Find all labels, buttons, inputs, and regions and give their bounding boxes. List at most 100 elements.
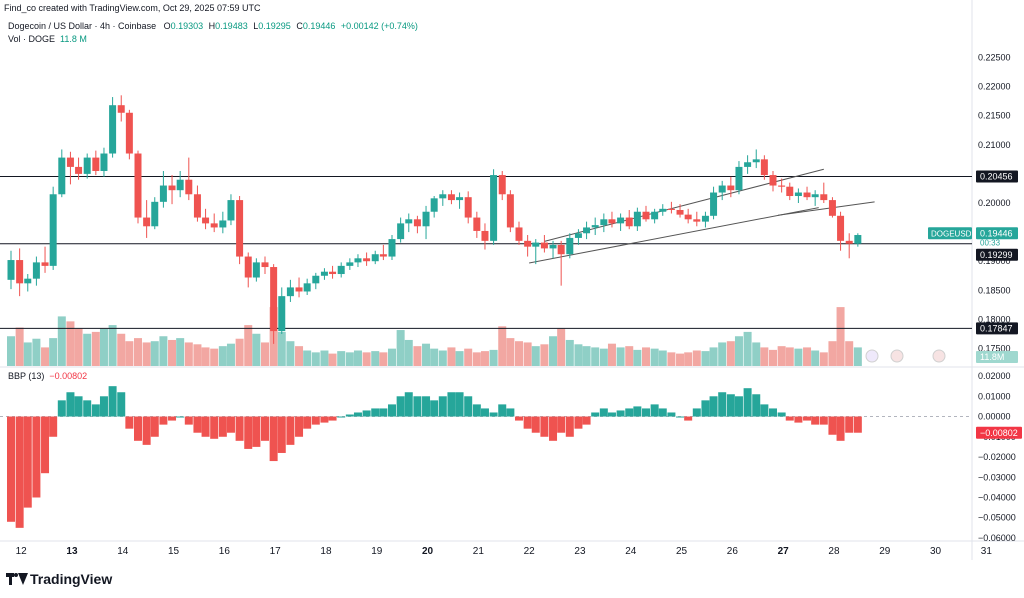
bbp-bar — [91, 404, 100, 417]
volume-bar — [286, 341, 295, 366]
candle-body — [811, 194, 819, 198]
last-price-tag-bg — [976, 227, 1018, 240]
price-tick-label: 0.22500 — [978, 52, 1011, 62]
bbp-bar — [498, 404, 507, 417]
candle-body — [270, 267, 278, 332]
volume-bar — [692, 350, 701, 366]
bbp-bar — [362, 410, 371, 417]
x-tick-label: 17 — [270, 546, 282, 557]
volume-bar — [853, 347, 862, 366]
bbp-bar — [41, 416, 50, 474]
volume-bar — [794, 348, 803, 366]
volume-bar — [74, 328, 83, 366]
bbp-bar — [447, 392, 456, 417]
low-label: L — [253, 21, 259, 31]
bbp-bar — [235, 416, 244, 441]
candle-body — [159, 185, 167, 202]
bbp-bar — [489, 412, 498, 417]
bbp-bar — [650, 404, 659, 417]
candle-body — [312, 275, 320, 284]
candle-body — [168, 185, 176, 191]
candle-body — [303, 283, 311, 292]
candle-body — [837, 215, 845, 241]
bbp-bar — [142, 416, 151, 445]
candle-body — [608, 219, 616, 224]
volume-bar — [658, 350, 667, 366]
candle-body — [854, 235, 862, 244]
price-tick-label: 0.22000 — [978, 82, 1011, 92]
volume-bar — [752, 342, 761, 366]
candle-body — [760, 159, 768, 176]
volume-bar — [616, 347, 625, 366]
bbp-bar — [379, 408, 388, 417]
candle-body — [405, 219, 413, 224]
candle-body — [710, 192, 718, 216]
bbp-bar — [743, 388, 752, 417]
volume-bar — [489, 349, 498, 366]
candle-body — [769, 175, 777, 186]
bbp-bar — [15, 416, 24, 528]
volume-bar — [438, 350, 447, 366]
volume-bar — [320, 350, 329, 366]
bbp-bar — [785, 416, 794, 421]
trend-break-line — [778, 201, 875, 216]
candle-body — [236, 200, 244, 257]
price-tick-label: 0.19000 — [978, 256, 1011, 266]
bbp-bar — [150, 416, 159, 437]
volume-bar — [99, 328, 108, 366]
bbp-bar — [210, 416, 219, 439]
candle-body — [117, 105, 125, 113]
bbp-bar — [803, 416, 812, 421]
bbp-bar — [616, 410, 625, 417]
volume-bar — [396, 330, 405, 366]
candle-body — [642, 211, 650, 220]
volume-bar — [819, 352, 828, 366]
volume-bar — [184, 342, 193, 366]
high-value: 0.19483 — [215, 21, 248, 31]
bbp-bar — [320, 416, 329, 423]
x-tick-label: 19 — [371, 546, 383, 557]
candle-body — [524, 240, 532, 247]
bbp-bar — [515, 416, 523, 421]
bbp-tick-label: 0.02000 — [978, 371, 1011, 381]
candle-body — [498, 175, 506, 195]
x-tick-label: 26 — [727, 546, 739, 557]
candle-body — [744, 162, 752, 167]
channel-upper-line — [544, 168, 824, 242]
candle-body — [701, 215, 709, 222]
candle-body — [684, 214, 692, 220]
channel-lower-line — [529, 207, 819, 264]
volume-bar — [498, 326, 507, 366]
candle-body — [727, 185, 735, 191]
bbp-bar — [328, 416, 337, 421]
bbp-value-tag: −0.00802 — [980, 428, 1018, 438]
volume-bar — [413, 346, 422, 366]
bbp-bar — [565, 416, 574, 437]
candle-body — [828, 200, 836, 216]
volume-bar — [226, 343, 235, 366]
volume-bar — [803, 347, 812, 366]
candle-body — [481, 230, 489, 241]
bbp-bar — [819, 416, 828, 425]
bbp-bar — [184, 416, 193, 425]
volume-bar — [726, 341, 735, 366]
candle-body — [278, 296, 286, 332]
candle-body — [413, 219, 421, 227]
candle-body — [286, 287, 294, 297]
volume-bar — [379, 352, 388, 366]
bbp-bar — [557, 416, 566, 433]
candle-body — [549, 244, 557, 249]
bbp-bar — [57, 400, 66, 417]
bbp-tick-label: −0.02000 — [978, 452, 1016, 462]
bbp-bar — [99, 396, 108, 417]
tradingview-logo-icon — [6, 573, 28, 585]
countdown-label: 00:33 — [980, 238, 1001, 247]
candle-body — [24, 278, 32, 284]
volume-bar — [404, 339, 413, 366]
level-low-tag-bg — [976, 322, 1018, 335]
bbp-bar — [574, 416, 583, 429]
volume-tag-bg — [976, 351, 1018, 363]
volume-label: Vol · DOGE — [8, 34, 56, 44]
candle-body — [151, 201, 159, 227]
